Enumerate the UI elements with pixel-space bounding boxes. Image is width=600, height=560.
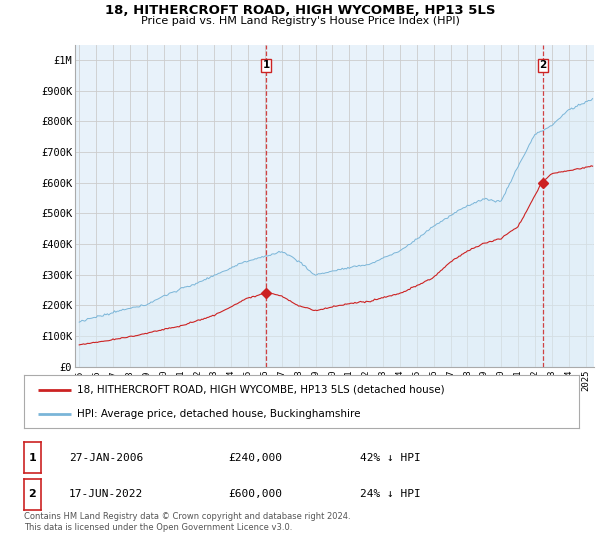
Text: 18, HITHERCROFT ROAD, HIGH WYCOMBE, HP13 5LS: 18, HITHERCROFT ROAD, HIGH WYCOMBE, HP13… (105, 4, 495, 17)
Text: 24% ↓ HPI: 24% ↓ HPI (360, 489, 421, 499)
Text: Price paid vs. HM Land Registry's House Price Index (HPI): Price paid vs. HM Land Registry's House … (140, 16, 460, 26)
Text: 2: 2 (539, 60, 547, 70)
Text: £240,000: £240,000 (228, 453, 282, 463)
Text: 1: 1 (262, 60, 269, 70)
Text: 1: 1 (29, 453, 36, 463)
Text: HPI: Average price, detached house, Buckinghamshire: HPI: Average price, detached house, Buck… (77, 409, 360, 419)
Text: 17-JUN-2022: 17-JUN-2022 (69, 489, 143, 499)
Text: 18, HITHERCROFT ROAD, HIGH WYCOMBE, HP13 5LS (detached house): 18, HITHERCROFT ROAD, HIGH WYCOMBE, HP13… (77, 385, 445, 395)
Text: 27-JAN-2006: 27-JAN-2006 (69, 453, 143, 463)
Text: 2: 2 (29, 489, 36, 499)
Text: Contains HM Land Registry data © Crown copyright and database right 2024.
This d: Contains HM Land Registry data © Crown c… (24, 512, 350, 532)
Text: 42% ↓ HPI: 42% ↓ HPI (360, 453, 421, 463)
Text: £600,000: £600,000 (228, 489, 282, 499)
